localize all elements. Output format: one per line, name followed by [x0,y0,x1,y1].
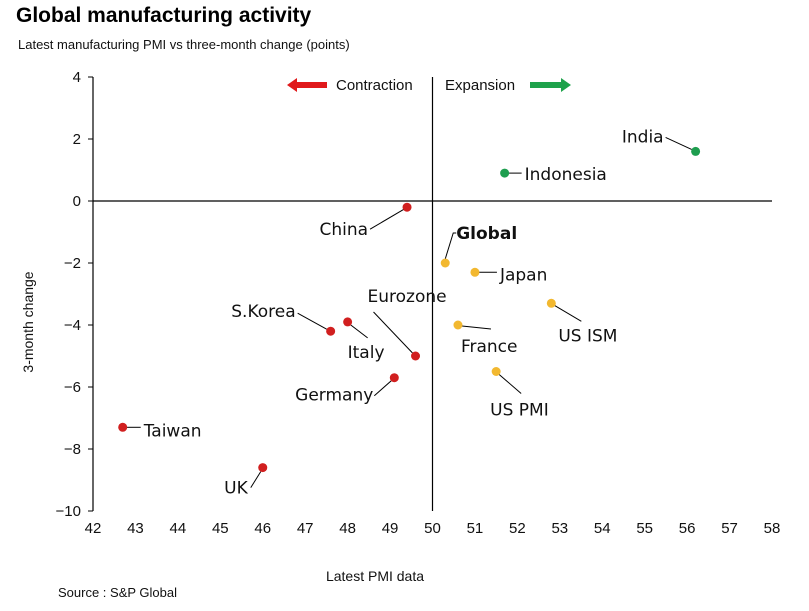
y-axis-label: 3-month change [20,271,36,372]
chart-subtitle: Latest manufacturing PMI vs three-month … [18,37,350,52]
leader-line [554,304,582,322]
y-tick-label: −6 [64,379,81,396]
point-global: Global [440,224,517,268]
leader-line [665,136,692,150]
x-axis-label: Latest PMI data [326,568,424,584]
contraction-label: Contraction [336,77,413,94]
point-label: Taiwan [143,421,202,441]
point-germany: Germany [295,373,399,406]
data-point [500,168,510,178]
data-point [691,146,701,156]
data-point [440,258,450,268]
x-tick-label: 44 [170,520,187,537]
point-label: US ISM [558,326,617,346]
x-tick-label: 48 [339,520,356,537]
x-tick-label: 57 [721,520,738,537]
data-point [470,267,480,277]
point-label: Eurozone [368,287,447,307]
point-italy: Italy [343,317,385,363]
x-tick-label: 47 [297,520,314,537]
leader-line [250,471,262,488]
y-tick-label: −10 [56,503,81,520]
y-tick-label: 4 [73,69,81,86]
x-tick-label: 50 [424,520,441,537]
y-tick-label: −2 [64,255,81,272]
point-label: Germany [295,386,373,406]
x-tick-label: 52 [509,520,526,537]
data-point [343,317,353,327]
data-point [453,320,463,330]
point-label: US PMI [490,401,549,421]
point-label: Italy [348,343,385,363]
point-eurozone: Eurozone [368,287,447,361]
data-point [326,326,336,336]
x-tick-label: 55 [636,520,653,537]
point-label: Global [456,224,517,244]
point-label: S.Korea [231,302,295,322]
point-india: India [622,127,701,156]
x-tick-label: 43 [127,520,144,537]
point-label: China [319,220,368,240]
point-label: France [461,337,518,357]
point-uk: UK [224,463,268,499]
point-label: Japan [499,265,547,285]
data-point [118,422,128,432]
point-us-pmi: US PMI [490,367,549,421]
x-tick-label: 46 [254,520,271,537]
y-tick-label: −8 [64,441,81,458]
x-tick-label: 54 [594,520,611,537]
expansion-label: Expansion [445,77,515,94]
x-tick-label: 53 [551,520,568,537]
x-tick-label: 49 [382,520,399,537]
direction-annotations: Contraction Expansion [287,77,571,94]
source-note: Source : S&P Global [58,585,177,600]
data-point [402,202,412,212]
data-point [258,463,268,473]
data-point [411,351,421,361]
point-taiwan: Taiwan [118,421,202,441]
data-point [491,367,501,376]
point-us-ism: US ISM [546,298,617,346]
point-label: Indonesia [525,165,607,185]
leader-line [350,324,368,339]
y-tick-label: −4 [64,317,81,334]
x-tick-label: 58 [764,520,781,537]
leader-line [373,311,413,354]
leader-line [461,325,492,330]
point-france: France [453,320,518,357]
leader-line [444,232,457,260]
leader-line [369,208,405,230]
point-china: China [319,202,412,240]
x-tick-label: 45 [212,520,229,537]
right-arrow-icon [530,78,571,92]
chart-title: Global manufacturing activity [16,4,312,27]
point-indonesia: Indonesia [500,165,607,185]
y-tick-label: 2 [73,131,81,148]
data-point [389,373,399,383]
data-point [546,298,556,308]
x-tick-label: 42 [85,520,102,537]
point-label: UK [224,479,248,499]
leader-line [297,312,327,330]
data-points: India Indonesia China Global Japan US ISM Fran… [118,127,701,499]
y-tick-label: 0 [73,193,81,210]
point-s-korea: S.Korea [231,302,336,336]
left-arrow-icon [287,78,327,92]
point-label: India [622,127,664,147]
x-tick-label: 56 [679,520,696,537]
x-tick-label: 51 [467,520,484,537]
leader-line [498,374,522,394]
leader-line [373,380,392,397]
point-japan: Japan [470,265,547,285]
